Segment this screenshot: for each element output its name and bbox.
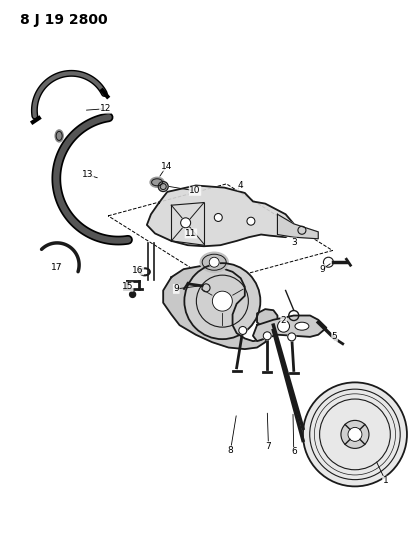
Text: 2: 2 [281,317,286,325]
Text: 8: 8 [228,446,233,455]
Circle shape [263,332,271,340]
Circle shape [209,257,219,267]
Ellipse shape [295,322,309,330]
Ellipse shape [200,252,228,272]
Circle shape [247,217,255,225]
Polygon shape [163,265,277,349]
Text: 1: 1 [383,477,388,485]
Text: 8 J 19 2800: 8 J 19 2800 [20,13,108,27]
Ellipse shape [150,177,164,187]
Ellipse shape [55,130,63,142]
Polygon shape [277,214,318,239]
Text: 4: 4 [237,181,243,190]
Text: 7: 7 [266,442,271,450]
Text: 10: 10 [189,187,201,195]
Circle shape [212,291,233,311]
Circle shape [288,333,296,341]
Circle shape [341,421,369,448]
Polygon shape [253,316,326,341]
Text: 13: 13 [82,171,93,179]
Circle shape [239,326,247,335]
Text: 11: 11 [185,229,197,238]
Circle shape [214,213,222,222]
Circle shape [130,292,135,297]
Circle shape [184,263,260,339]
Text: 3: 3 [291,238,297,247]
Circle shape [348,427,362,441]
Circle shape [277,320,290,332]
Text: 5: 5 [332,333,337,341]
Circle shape [181,218,191,228]
Text: 16: 16 [132,266,144,274]
Polygon shape [147,185,294,246]
Text: 6: 6 [291,448,297,456]
Circle shape [158,182,168,191]
Text: 14: 14 [161,162,172,171]
Text: 15: 15 [122,282,133,291]
Text: 9: 9 [319,265,325,273]
Text: 9: 9 [173,285,179,293]
Text: 17: 17 [51,263,62,272]
Circle shape [303,382,407,487]
Text: 12: 12 [100,104,111,113]
